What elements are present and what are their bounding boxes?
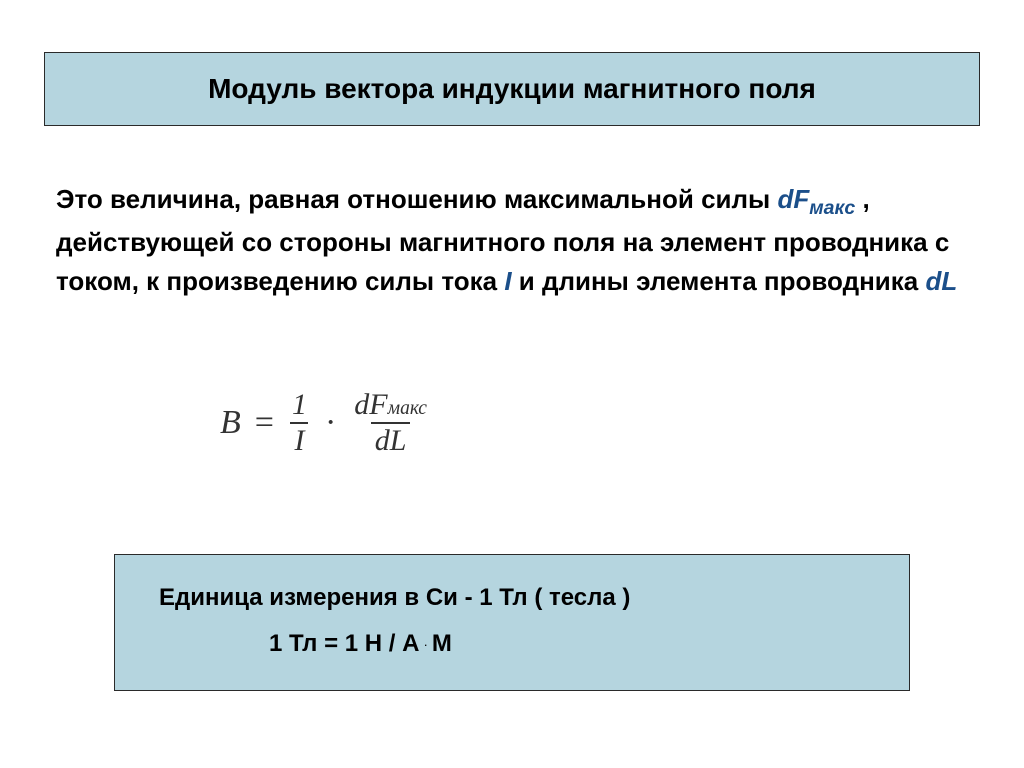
frac2-num: dFмакс [350,390,431,422]
equals-sign: = [255,404,274,442]
fraction-1: 1 I [288,390,311,456]
formula-lhs: B [220,404,241,442]
var-dL: dL [925,266,957,296]
frac1-den: I [290,422,308,456]
def-part1: Это величина, равная отношению максималь… [56,184,777,214]
page-title: Модуль вектора индукции магнитного поля [73,73,951,105]
var-dF: dFмакс [777,184,855,214]
fraction-2: dFмакс dL [350,390,431,456]
units-line-2: 1 Тл = 1 Н / А·М [159,621,865,667]
def-part3: и длины элемента проводника [512,266,926,296]
units-line-1: Единица измерения в Си - 1 Тл ( тесла ) [159,575,865,621]
multiply-dot: · [325,404,336,442]
frac2-den: dL [371,422,411,456]
var-I: I [504,266,511,296]
units-box: Единица измерения в Си - 1 Тл ( тесла ) … [114,554,910,691]
definition-text: Это величина, равная отношению максималь… [56,180,968,301]
title-box: Модуль вектора индукции магнитного поля [44,52,980,126]
formula: B = 1 I · dFмакс dL [220,390,431,456]
frac1-num: 1 [288,390,311,422]
